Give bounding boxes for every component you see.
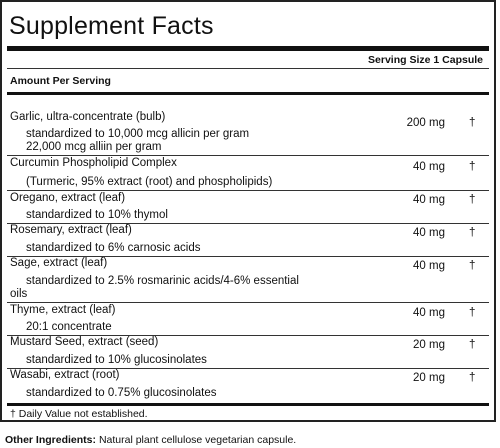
thick-divider <box>7 46 489 51</box>
ingredient-detail: standardized to 2.5% rosmarinic acids/4-… <box>26 275 299 287</box>
ingredient-detail: standardized to 0.75% glucosinolates <box>26 387 217 399</box>
thick-divider <box>7 403 489 406</box>
ingredient-detail: standardized to 10,000 mcg allicin per g… <box>26 128 250 140</box>
daily-value-dagger: † <box>469 372 476 384</box>
ingredient-amount: 40 mg <box>413 194 445 206</box>
ingredient-name: Curcumin Phospholipid Complex <box>10 157 177 169</box>
ingredient-detail: standardized to 10% glucosinolates <box>26 354 207 366</box>
panel-title: Supplement Facts <box>9 12 214 40</box>
other-ingredients: Other Ingredients: Natural plant cellulo… <box>5 434 296 446</box>
other-ingredients-label: Other Ingredients: <box>5 434 97 446</box>
thin-divider <box>7 68 489 69</box>
ingredient-detail: 20:1 concentrate <box>26 321 112 333</box>
other-ingredients-text: Natural plant cellulose vegetarian capsu… <box>98 434 297 446</box>
daily-value-dagger: † <box>469 339 476 351</box>
row-divider <box>7 368 489 369</box>
ingredient-name: Oregano, extract (leaf) <box>10 192 126 204</box>
daily-value-dagger: † <box>469 307 476 319</box>
ingredient-name: Mustard Seed, extract (seed) <box>10 336 159 348</box>
thick-divider <box>7 92 489 95</box>
ingredient-detail: standardized to 10% thymol <box>26 209 168 221</box>
ingredient-detail-wrap: oils <box>10 288 28 300</box>
daily-value-dagger: † <box>469 117 476 129</box>
row-divider <box>7 190 489 191</box>
row-divider <box>7 335 489 336</box>
row-divider <box>7 256 489 257</box>
ingredient-amount: 40 mg <box>413 260 445 272</box>
ingredient-amount: 40 mg <box>413 307 445 319</box>
amount-per-serving-header: Amount Per Serving <box>10 75 111 87</box>
ingredient-detail: (Turmeric, 95% extract (root) and phosph… <box>26 176 273 188</box>
ingredient-name: Garlic, ultra-concentrate (bulb) <box>10 111 166 123</box>
daily-value-footnote: † Daily Value not established. <box>10 408 148 420</box>
ingredient-amount: 20 mg <box>413 339 445 351</box>
daily-value-dagger: † <box>469 260 476 272</box>
ingredient-detail: standardized to 6% carnosic acids <box>26 242 201 254</box>
row-divider <box>7 223 489 224</box>
ingredient-name: Wasabi, extract (root) <box>10 369 120 381</box>
daily-value-dagger: † <box>469 194 476 206</box>
ingredient-detail: 22,000 mcg alliin per gram <box>26 141 162 153</box>
supplement-facts-panel: Supplement Facts Serving Size 1 Capsule … <box>0 0 496 422</box>
ingredient-amount: 200 mg <box>406 117 445 129</box>
ingredient-amount: 20 mg <box>413 372 445 384</box>
ingredient-name: Rosemary, extract (leaf) <box>10 224 132 236</box>
serving-size: Serving Size 1 Capsule <box>368 54 483 66</box>
ingredient-amount: 40 mg <box>413 227 445 239</box>
ingredient-name: Sage, extract (leaf) <box>10 257 108 269</box>
row-divider <box>7 155 489 156</box>
ingredient-amount: 40 mg <box>413 161 445 173</box>
daily-value-dagger: † <box>469 161 476 173</box>
row-divider <box>7 302 489 303</box>
daily-value-dagger: † <box>469 227 476 239</box>
ingredient-name: Thyme, extract (leaf) <box>10 304 116 316</box>
